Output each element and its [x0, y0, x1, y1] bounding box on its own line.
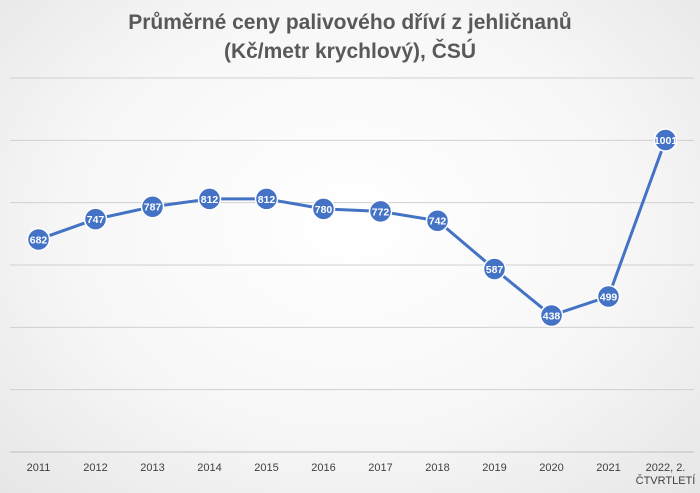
x-tick-label: 2022, 2. ČTVRTLETÍ: [636, 462, 697, 487]
data-point-marker: [653, 128, 678, 152]
data-label: 587: [486, 264, 504, 276]
x-tick-label: 2021: [596, 462, 620, 474]
data-label: 499: [600, 291, 618, 303]
data-label: 1001: [654, 135, 678, 147]
data-points: 682 747 787 812 812 780 772 742 587 438 499 1001: [26, 128, 678, 328]
data-point-marker: [140, 194, 165, 219]
data-label: 747: [87, 214, 105, 226]
data-point-marker: [368, 199, 393, 224]
x-tick-label: 2014: [197, 462, 221, 474]
chart-title-line-1: Průměrné ceny palivového dříví z jehličn…: [128, 11, 572, 34]
data-point-marker: [254, 187, 279, 211]
data-label: 772: [372, 206, 390, 218]
x-tick-label: 2016: [311, 462, 335, 474]
data-point-marker: [311, 197, 336, 221]
x-tick-label: 2018: [425, 462, 449, 474]
data-point-marker: [26, 227, 51, 252]
x-tick-label: 2017: [368, 462, 392, 474]
data-point-marker: [197, 187, 222, 211]
series-line: [37, 139, 667, 317]
x-tick-label: 2020: [539, 462, 563, 474]
x-tick-label: 2013: [140, 462, 164, 474]
x-tick-label: 2012: [83, 462, 107, 474]
x-axis-tick-labels: 2011 2012 2013 2014 2015 2016 2017 2018 2019 2020…: [27, 462, 697, 487]
x-tick-label: 2015: [254, 462, 278, 474]
data-point-marker: [482, 257, 507, 281]
x-tick-label: 2019: [482, 462, 506, 474]
data-label: 812: [258, 194, 276, 206]
data-point-marker: [596, 284, 621, 309]
data-point-marker: [83, 207, 108, 231]
gridlines: [10, 77, 694, 391]
data-point-marker: [425, 208, 450, 233]
data-label: 682: [30, 234, 48, 246]
data-label: 742: [429, 216, 447, 228]
data-label: 812: [201, 194, 219, 206]
data-label: 780: [315, 204, 333, 216]
chart-title-line-2: (Kč/metr krychlový), ČSÚ: [223, 40, 477, 63]
data-point-marker: [539, 303, 564, 328]
x-tick-label: 2011: [27, 462, 51, 474]
data-label: 787: [144, 202, 162, 214]
chart-title: Průměrné ceny palivového dříví z jehličn…: [0, 8, 700, 66]
data-label: 438: [543, 310, 561, 322]
